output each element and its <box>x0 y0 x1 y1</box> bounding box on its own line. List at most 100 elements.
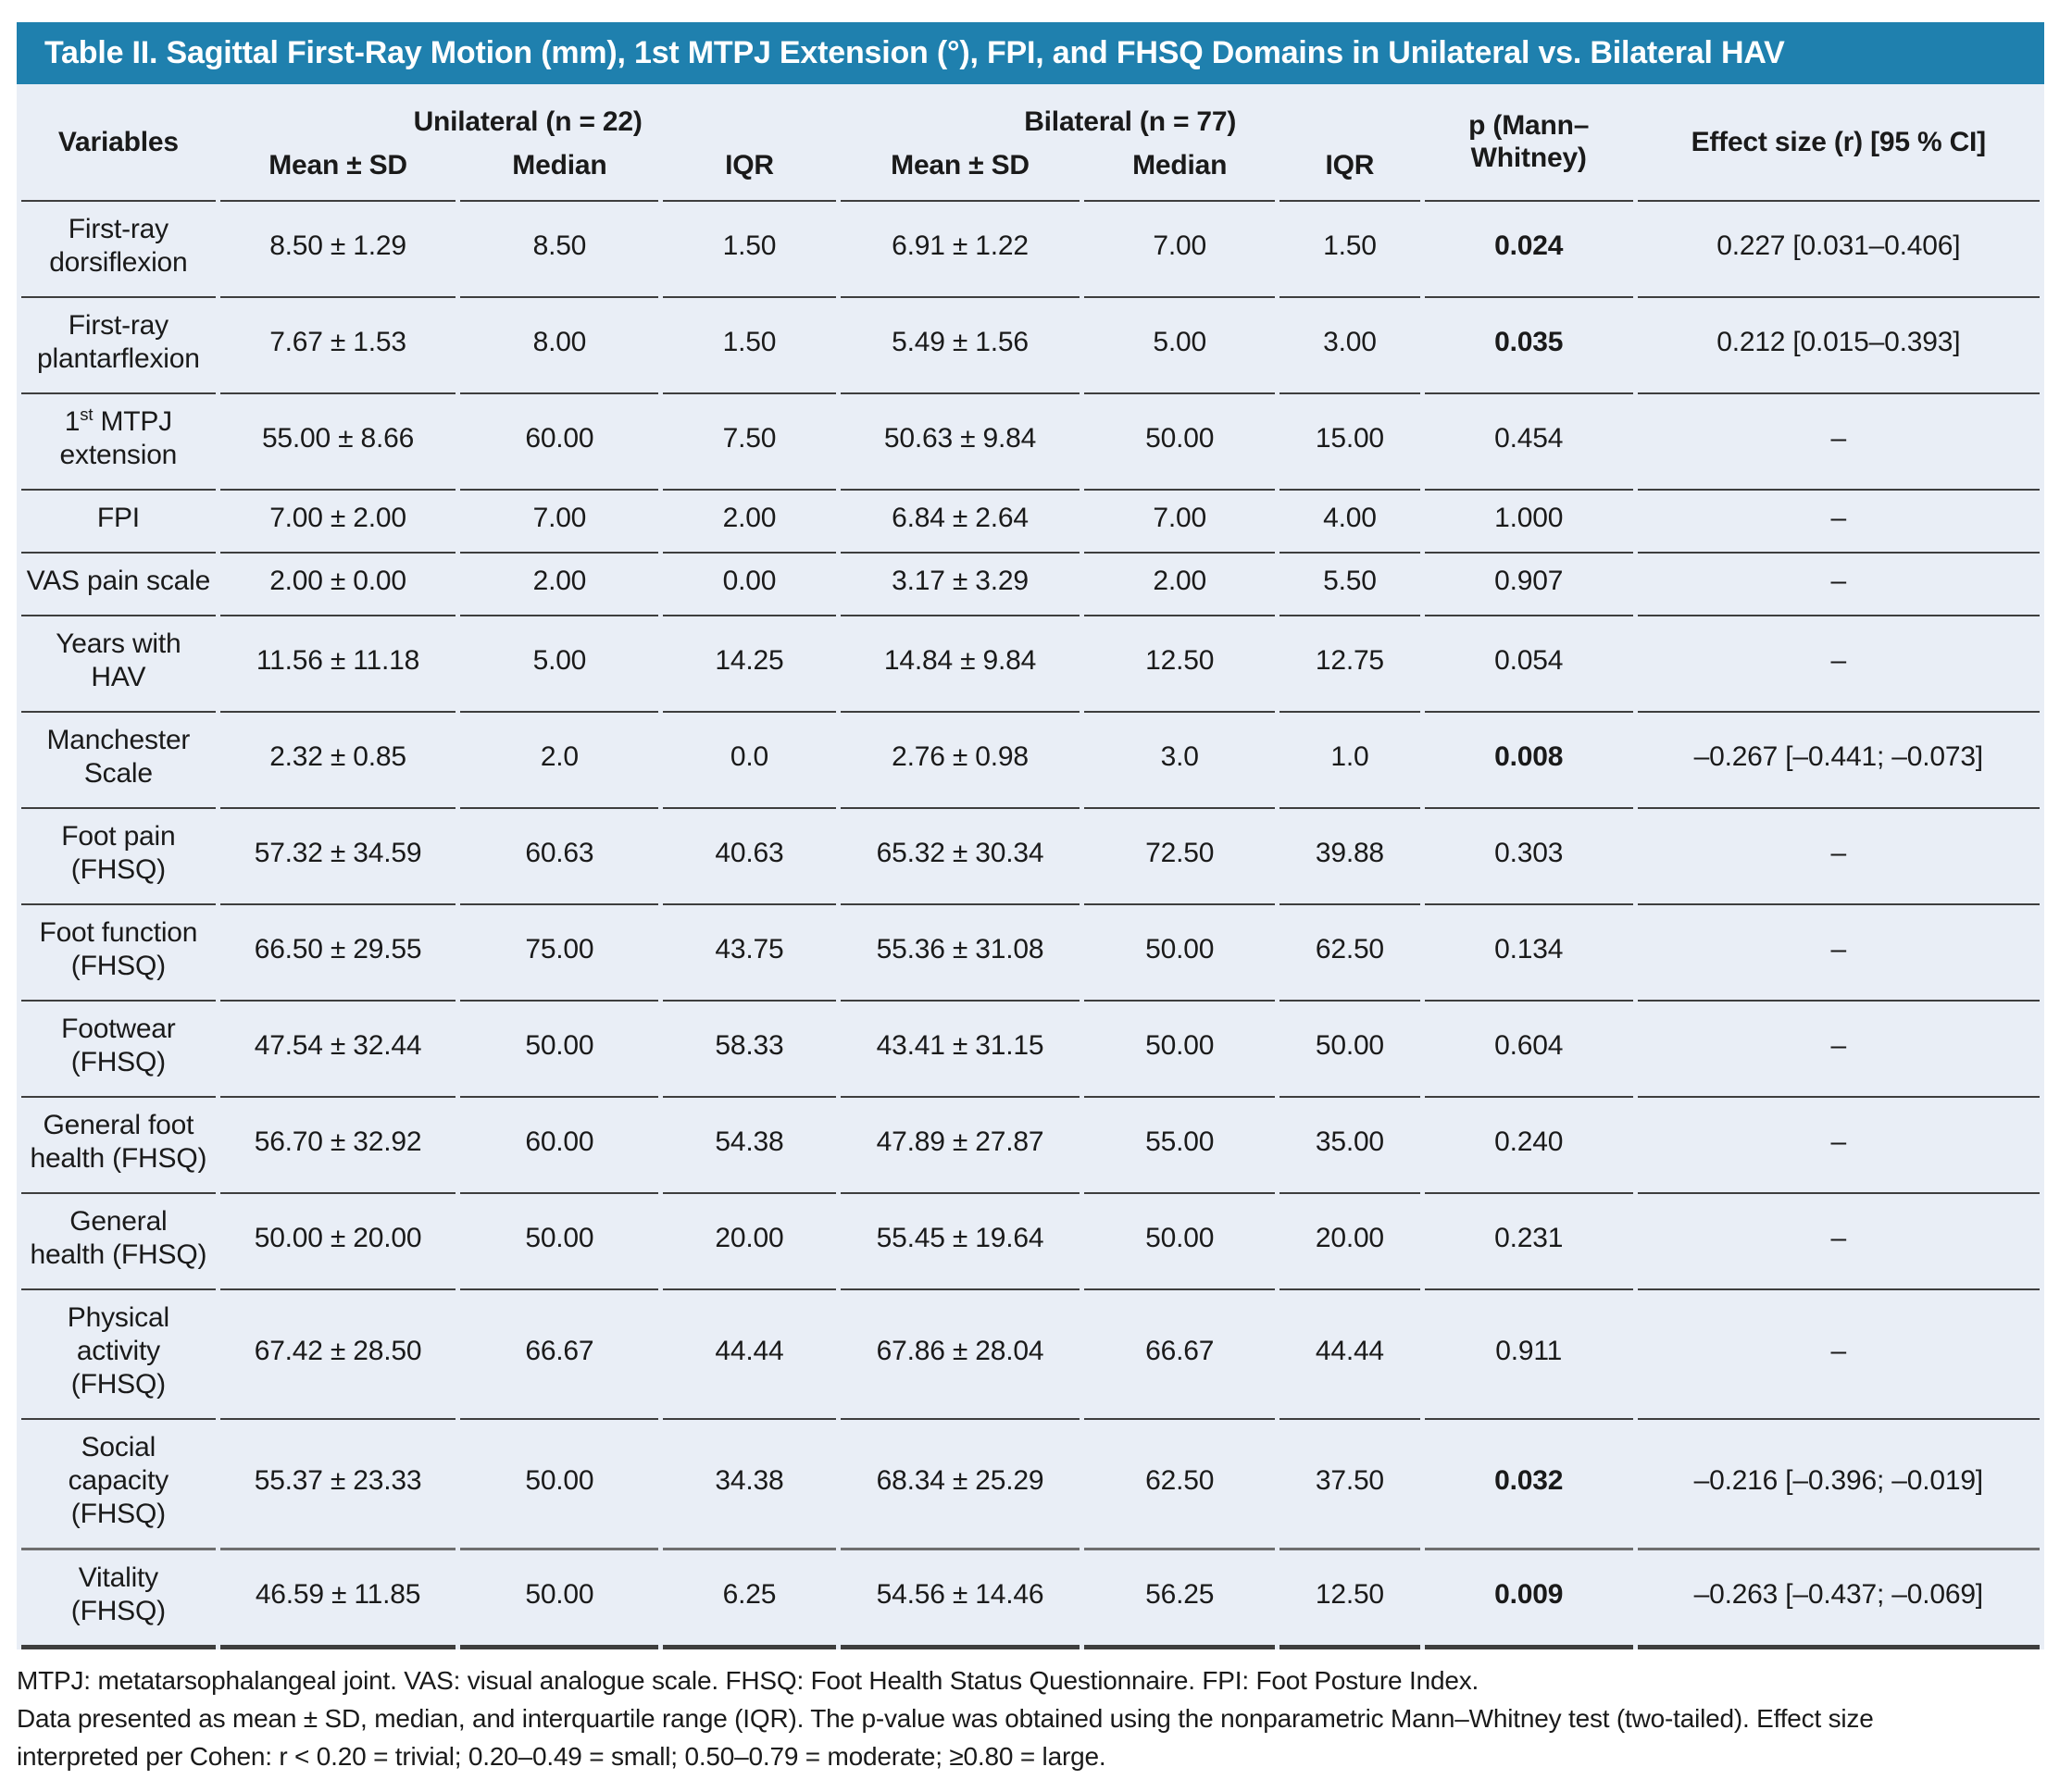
cell-effect-size: –0.267 [–0.441; –0.073] <box>1637 713 2040 810</box>
cell-unilateral-iqr: 34.38 <box>663 1420 836 1551</box>
cell-unilateral-median: 2.00 <box>460 554 659 617</box>
footnote: MTPJ: metatarsophalangeal joint. VAS: vi… <box>17 1662 2044 1775</box>
cell-unilateral-mean-sd: 57.32 ± 34.59 <box>219 809 456 906</box>
cell-p-value: 0.604 <box>1424 1002 1633 1099</box>
cell-bilateral-iqr: 50.00 <box>1279 1002 1420 1099</box>
cell-effect-size: – <box>1637 1098 2040 1195</box>
table-body: First-ray dorsiflexion 8.50 ± 1.29 8.50 1.50… <box>21 202 2040 1650</box>
cell-effect-size: – <box>1637 1290 2040 1421</box>
cell-effect-size: – <box>1637 809 2040 906</box>
variable-label: Social capacity (FHSQ) <box>21 1420 216 1551</box>
cell-unilateral-mean-sd: 11.56 ± 11.18 <box>219 616 456 714</box>
col-group-unilateral: Unilateral (n = 22) <box>413 106 643 138</box>
cell-effect-size: – <box>1637 1002 2040 1099</box>
cell-bilateral-median: 50.00 <box>1084 394 1275 492</box>
table-row: Social capacity (FHSQ) 55.37 ± 23.33 50.00 34… <box>21 1420 2040 1551</box>
cell-unilateral-mean-sd: 2.00 ± 0.00 <box>219 554 456 617</box>
cell-p-value: 0.907 <box>1424 554 1633 617</box>
cell-bilateral-mean-sd: 68.34 ± 25.29 <box>840 1420 1080 1551</box>
table-row: Vitality (FHSQ) 46.59 ± 11.85 50.00 6.25 54.5… <box>21 1550 2040 1650</box>
cell-bilateral-iqr: 37.50 <box>1279 1420 1420 1551</box>
table-row: FPI 7.00 ± 2.00 7.00 2.00 6.84 ± 2.64 7.00 4.0… <box>21 491 2040 554</box>
col-header-variables: Variables <box>21 84 216 203</box>
col-header-unilateral-iqr: IQR <box>663 141 836 203</box>
col-header-unilateral-mean-sd: Mean ± SD <box>219 141 456 203</box>
variable-label: Foot function (FHSQ) <box>21 905 216 1002</box>
cell-bilateral-median: 50.00 <box>1084 1002 1275 1099</box>
cell-effect-size: 0.227 [0.031–0.406] <box>1637 202 2040 299</box>
variable-label: Vitality (FHSQ) <box>21 1550 216 1650</box>
header-group-row: Variables Unilateral (n = 22) Bilateral … <box>21 84 2040 203</box>
cell-effect-size: – <box>1637 616 2040 714</box>
table-row: VAS pain scale 2.00 ± 0.00 2.00 0.00 3.17 ± … <box>21 554 2040 617</box>
cell-unilateral-mean-sd: 8.50 ± 1.29 <box>219 202 456 299</box>
cell-p-value: 0.035 <box>1424 298 1633 395</box>
cell-bilateral-median: 50.00 <box>1084 905 1275 1002</box>
cell-bilateral-mean-sd: 3.17 ± 3.29 <box>840 554 1080 617</box>
cell-bilateral-iqr: 5.50 <box>1279 554 1420 617</box>
col-header-unilateral-median: Median <box>460 141 659 203</box>
cell-bilateral-median: 50.00 <box>1084 1194 1275 1291</box>
cell-p-value: 0.231 <box>1424 1194 1633 1291</box>
cell-unilateral-mean-sd: 56.70 ± 32.92 <box>219 1098 456 1195</box>
table-row: Manchester Scale 2.32 ± 0.85 2.0 0.0 2.76 ± 0… <box>21 713 2040 810</box>
cell-bilateral-iqr: 1.0 <box>1279 713 1420 810</box>
cell-unilateral-iqr: 7.50 <box>663 394 836 492</box>
cell-effect-size: – <box>1637 491 2040 554</box>
cell-bilateral-median: 66.67 <box>1084 1290 1275 1421</box>
cell-unilateral-iqr: 54.38 <box>663 1098 836 1195</box>
col-header-effect-size: Effect size (r) [95 % CI] <box>1637 84 2040 203</box>
table-row: Years with HAV 11.56 ± 11.18 5.00 14.25 14.84… <box>21 616 2040 714</box>
cell-bilateral-mean-sd: 55.36 ± 31.08 <box>840 905 1080 1002</box>
col-header-p-mann-whitney: p (Mann– Whitney) <box>1424 84 1633 203</box>
cell-bilateral-mean-sd: 65.32 ± 30.34 <box>840 809 1080 906</box>
cell-bilateral-iqr: 12.50 <box>1279 1550 1420 1650</box>
cell-bilateral-median: 55.00 <box>1084 1098 1275 1195</box>
variable-label: General foot health (FHSQ) <box>21 1098 216 1195</box>
footnote-line: interpreted per Cohen: r < 0.20 = trivia… <box>17 1741 1106 1771</box>
p-header-line1: p (Mann– <box>1468 110 1590 142</box>
cell-bilateral-mean-sd: 6.91 ± 1.22 <box>840 202 1080 299</box>
cell-bilateral-mean-sd: 54.56 ± 14.46 <box>840 1550 1080 1650</box>
variable-label: General health (FHSQ) <box>21 1194 216 1291</box>
cell-bilateral-iqr: 20.00 <box>1279 1194 1420 1291</box>
cell-unilateral-median: 66.67 <box>460 1290 659 1421</box>
cell-unilateral-median: 60.63 <box>460 809 659 906</box>
cell-bilateral-median: 7.00 <box>1084 202 1275 299</box>
cell-unilateral-median: 8.00 <box>460 298 659 395</box>
cell-bilateral-mean-sd: 6.84 ± 2.64 <box>840 491 1080 554</box>
cell-unilateral-iqr: 20.00 <box>663 1194 836 1291</box>
cell-bilateral-median: 62.50 <box>1084 1420 1275 1551</box>
cell-unilateral-median: 50.00 <box>460 1550 659 1650</box>
cell-unilateral-mean-sd: 7.67 ± 1.53 <box>219 298 456 395</box>
cell-unilateral-iqr: 0.0 <box>663 713 836 810</box>
cell-unilateral-mean-sd: 66.50 ± 29.55 <box>219 905 456 1002</box>
table-row: Physical activity (FHSQ) 67.42 ± 28.50 66.67… <box>21 1290 2040 1421</box>
table-row: Foot function (FHSQ) 66.50 ± 29.55 75.00 43.… <box>21 905 2040 1002</box>
cell-bilateral-iqr: 62.50 <box>1279 905 1420 1002</box>
table-row: First-ray dorsiflexion 8.50 ± 1.29 8.50 1.50… <box>21 202 2040 299</box>
cell-bilateral-iqr: 12.75 <box>1279 616 1420 714</box>
cell-bilateral-iqr: 15.00 <box>1279 394 1420 492</box>
cell-unilateral-iqr: 1.50 <box>663 298 836 395</box>
cell-unilateral-mean-sd: 55.00 ± 8.66 <box>219 394 456 492</box>
cell-unilateral-mean-sd: 50.00 ± 20.00 <box>219 1194 456 1291</box>
variable-label: Footwear (FHSQ) <box>21 1002 216 1099</box>
cell-unilateral-median: 50.00 <box>460 1002 659 1099</box>
cell-effect-size: – <box>1637 394 2040 492</box>
table-row: Foot pain (FHSQ) 57.32 ± 34.59 60.63 40.63 65… <box>21 809 2040 906</box>
cell-bilateral-iqr: 1.50 <box>1279 202 1420 299</box>
cell-p-value: 0.009 <box>1424 1550 1633 1650</box>
cell-unilateral-median: 60.00 <box>460 394 659 492</box>
table-title: Table II. Sagittal First-Ray Motion (mm)… <box>17 22 2044 85</box>
cell-bilateral-iqr: 4.00 <box>1279 491 1420 554</box>
variable-label: First-ray dorsiflexion <box>21 202 216 299</box>
cell-bilateral-iqr: 35.00 <box>1279 1098 1420 1195</box>
cell-unilateral-iqr: 58.33 <box>663 1002 836 1099</box>
cell-unilateral-median: 8.50 <box>460 202 659 299</box>
cell-unilateral-iqr: 43.75 <box>663 905 836 1002</box>
cell-unilateral-iqr: 44.44 <box>663 1290 836 1421</box>
cell-bilateral-median: 72.50 <box>1084 809 1275 906</box>
cell-unilateral-median: 60.00 <box>460 1098 659 1195</box>
